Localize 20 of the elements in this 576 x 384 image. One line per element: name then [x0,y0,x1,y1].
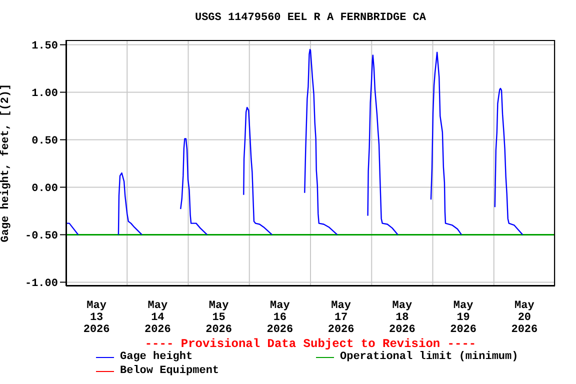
x-tick-label: May 19 2026 [450,300,477,336]
x-tick-label: May 16 2026 [266,300,294,336]
y-axis-title: Gage height, feet, [(2)] [0,84,12,242]
y-tick-label: 0.00 [32,183,58,196]
x-tick-label: May 15 2026 [206,300,232,336]
x-tick-label: May 20 2026 [511,300,538,336]
y-tick-label: 1.00 [32,88,58,100]
y-tick-label: -1.00 [24,278,58,290]
legend-label: Below Equipment [120,365,220,377]
chart-title: USGS 11479560 EEL R A FERNBRIDGE CA [194,12,428,24]
x-tick-label: May 18 2026 [388,300,416,336]
legend-label: Gage height [120,351,193,363]
y-tick-label: -0.50 [24,230,58,243]
x-tick-label: May 17 2026 [328,300,354,336]
x-tick-label: May 13 2026 [83,300,110,336]
x-tick-label: May 14 2026 [144,300,171,336]
legend-label: Operational limit (minimum) [340,351,518,363]
text: ---- Provisional Data Subject to Revision ---- [144,337,478,351]
y-tick-label: 0.50 [32,136,58,148]
y-tick-label: 1.50 [32,40,58,53]
